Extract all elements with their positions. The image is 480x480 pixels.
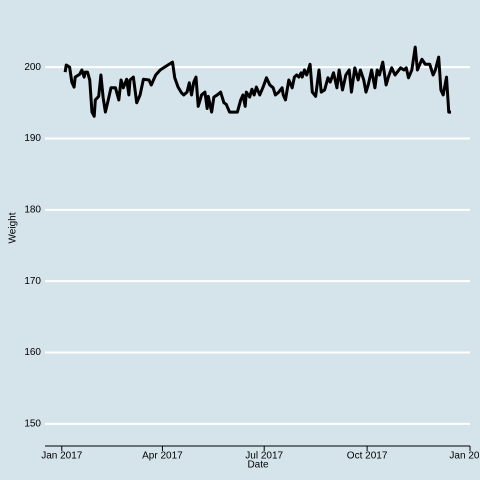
x-tick-label: Jul 2017 xyxy=(245,451,283,462)
y-axis-title: Weight xyxy=(8,212,19,243)
y-tick-label: 150 xyxy=(24,419,41,430)
data-line xyxy=(63,45,451,118)
y-tick-label: 170 xyxy=(24,276,41,287)
y-tick-label: 180 xyxy=(24,204,41,215)
y-tick-label: 160 xyxy=(24,347,41,358)
y-tick-label: 200 xyxy=(24,62,41,73)
y-tick-label: 190 xyxy=(24,133,41,144)
x-tick-label: Jan 2017 xyxy=(41,451,83,462)
x-tick-label: Jan 2018 xyxy=(449,451,480,462)
x-axis-title: Date xyxy=(247,460,269,471)
x-tick-label: Oct 2017 xyxy=(347,451,388,462)
x-tick-label: Apr 2017 xyxy=(142,451,183,462)
